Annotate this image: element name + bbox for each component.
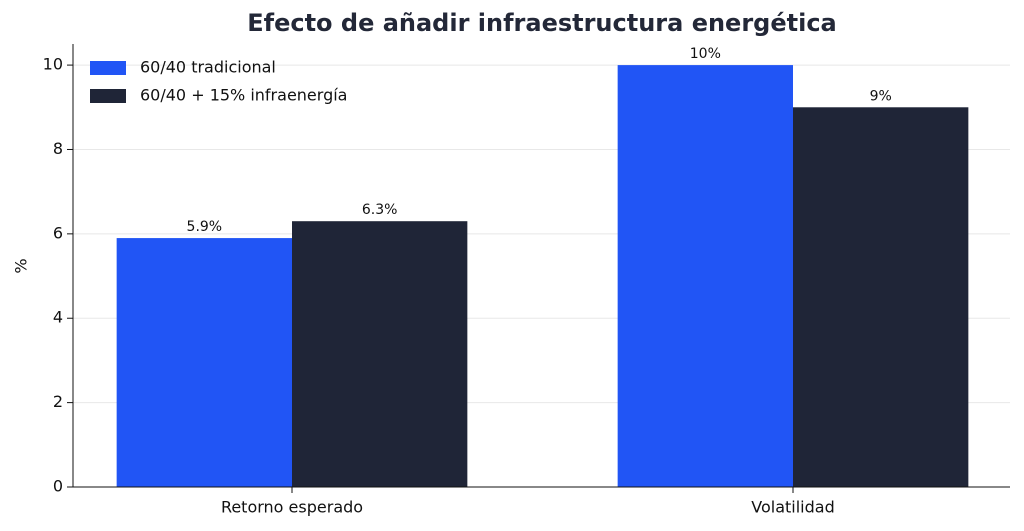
value-label: 10% xyxy=(690,46,721,62)
legend-swatch xyxy=(90,89,126,103)
y-tick-label: 2 xyxy=(53,392,63,411)
y-tick-label: 6 xyxy=(53,223,63,242)
x-tick-label: Volatilidad xyxy=(751,498,834,517)
bar xyxy=(617,65,793,487)
value-label: 5.9% xyxy=(187,219,223,235)
chart-title: Efecto de añadir infraestructura energét… xyxy=(247,9,837,37)
value-label: 9% xyxy=(870,88,892,104)
bar xyxy=(793,107,969,488)
y-axis-label: % xyxy=(12,258,31,273)
y-tick-label: 10 xyxy=(43,55,63,74)
y-tick-label: 4 xyxy=(53,308,63,327)
legend-label: 60/40 tradicional xyxy=(140,58,276,77)
legend-swatch xyxy=(90,61,126,75)
x-tick-label: Retorno esperado xyxy=(221,498,363,517)
y-tick-label: 8 xyxy=(53,139,63,158)
bar xyxy=(292,221,468,487)
y-tick-label: 0 xyxy=(53,477,63,496)
value-label: 6.3% xyxy=(362,202,398,218)
bar xyxy=(116,238,293,487)
legend-label: 60/40 + 15% infraenergía xyxy=(140,86,347,105)
